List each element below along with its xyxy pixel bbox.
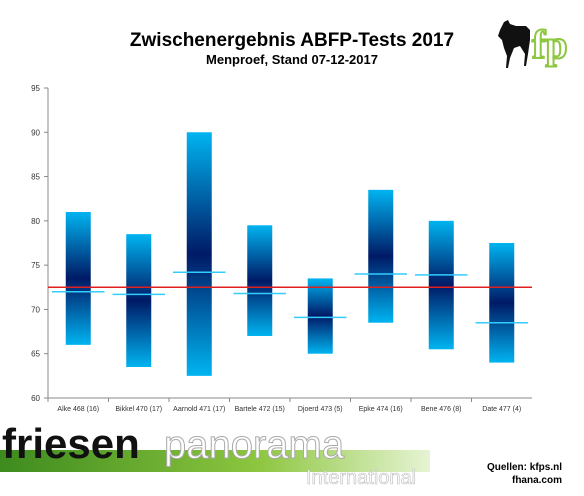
banner-stripe xyxy=(0,450,430,472)
chart-area: 60 65 70 75 80 85 90 95 Alke 468 (16) Bikkel 470… xyxy=(31,84,532,413)
x-tick-label: Bartele 472 (15) xyxy=(235,406,285,413)
y-tick-label: 95 xyxy=(31,84,40,93)
bar xyxy=(489,243,515,363)
horse-icon xyxy=(498,20,530,68)
brand-sub: International xyxy=(306,467,416,489)
bar xyxy=(126,234,152,367)
y-tick-label: 80 xyxy=(31,217,40,226)
bar xyxy=(307,278,333,354)
brand-banner: friesen panorama International xyxy=(0,420,430,489)
bar xyxy=(65,212,91,345)
y-tick-label: 70 xyxy=(31,305,40,314)
x-tick-label: Epke 474 (16) xyxy=(359,406,403,413)
brand-bold: friesen xyxy=(2,420,140,467)
source-line-1: Quellen: kfps.nl xyxy=(486,462,562,473)
logo: fp xyxy=(498,20,569,68)
y-tick-label: 90 xyxy=(31,128,40,137)
x-tick-label: Aarnold 471 (17) xyxy=(173,406,225,413)
chart-title: Zwischenergebnis ABFP-Tests 2017 xyxy=(129,30,455,51)
brand-light: panorama xyxy=(164,423,345,467)
x-tick-label: Alke 468 (16) xyxy=(57,406,99,413)
source-line-2: fhana.com xyxy=(511,475,562,486)
logo-text: fp xyxy=(532,22,568,67)
bar xyxy=(186,132,212,376)
x-tick-label: Bene 476 (8) xyxy=(421,406,461,413)
chart-subtitle: Menproef, Stand 07-12-2017 xyxy=(206,52,378,67)
y-tick-label: 65 xyxy=(31,350,40,359)
x-tick-label: Date 477 (4) xyxy=(482,406,521,413)
y-tick-label: 75 xyxy=(31,261,40,270)
y-tick-label: 60 xyxy=(31,394,40,403)
x-tick-label: Bikkel 470 (17) xyxy=(115,406,162,413)
bar xyxy=(368,189,394,323)
bar xyxy=(428,220,454,350)
y-tick-label: 85 xyxy=(31,173,40,182)
bar xyxy=(247,225,273,336)
x-tick-label: Djoerd 473 (5) xyxy=(298,406,343,413)
